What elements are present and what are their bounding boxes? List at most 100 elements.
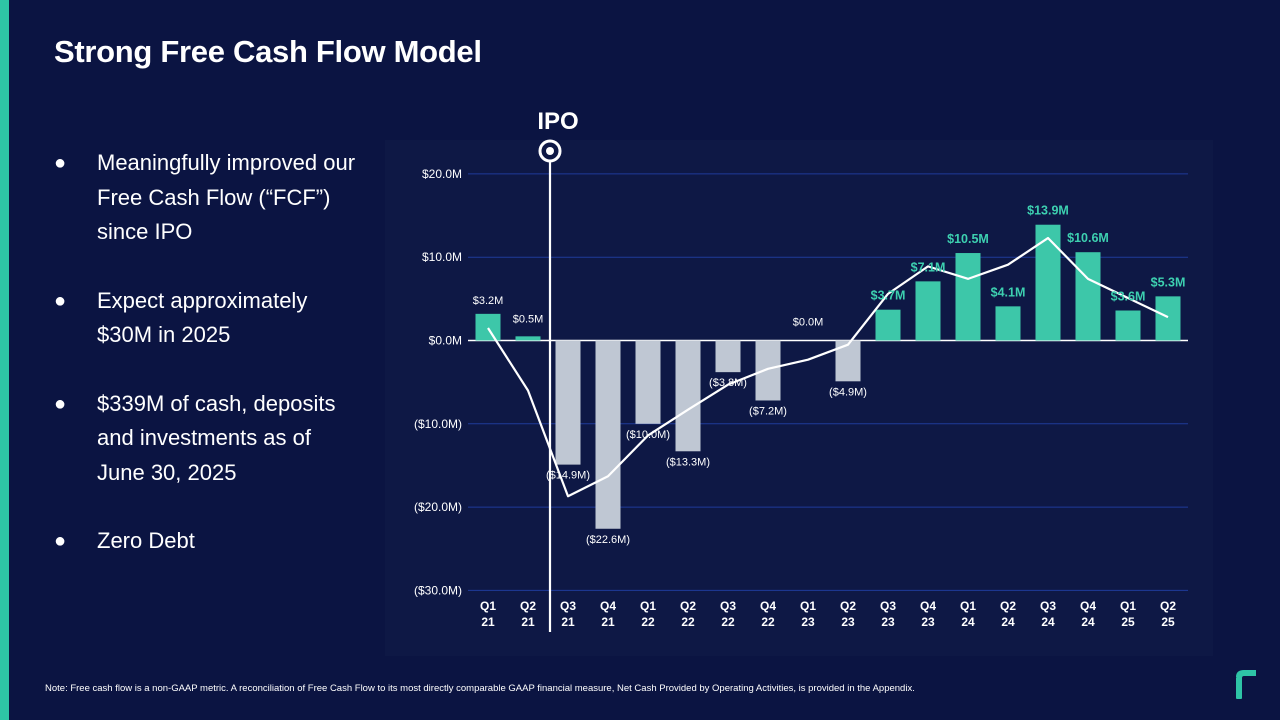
bar bbox=[995, 306, 1021, 341]
data-label: $0.0M bbox=[793, 317, 824, 329]
x-tick-label: 21 bbox=[481, 615, 495, 629]
x-tick-label: 24 bbox=[1081, 615, 1095, 629]
data-label: ($7.2M) bbox=[749, 405, 787, 417]
bullet-dot-icon: ● bbox=[54, 392, 67, 415]
bar bbox=[955, 253, 981, 341]
bullet-item: ● $339M of cash, deposits and investments… bbox=[52, 387, 362, 491]
bullet-item: ● Expect approximately $30M in 2025 bbox=[52, 284, 362, 353]
data-label: $5.3M bbox=[1151, 275, 1186, 289]
data-label: ($3.8M) bbox=[709, 377, 747, 389]
x-tick-label: 24 bbox=[961, 615, 975, 629]
x-tick-label: 22 bbox=[681, 615, 695, 629]
bar bbox=[1115, 310, 1141, 341]
ipo-marker-ring bbox=[538, 139, 562, 163]
x-tick-label: 23 bbox=[801, 615, 815, 629]
slide-title: Strong Free Cash Flow Model bbox=[54, 34, 482, 69]
bullet-dot-icon: ● bbox=[54, 530, 67, 552]
x-tick-label: Q2 bbox=[520, 599, 536, 613]
data-label: $3.6M bbox=[1111, 290, 1146, 304]
x-tick-label: 25 bbox=[1121, 615, 1135, 629]
bar bbox=[755, 340, 781, 401]
x-tick-label: 23 bbox=[881, 615, 895, 629]
x-tick-label: Q4 bbox=[760, 599, 776, 613]
accent-bar bbox=[0, 0, 9, 720]
bullet-text: Meaningfully improved our Free Cash Flow… bbox=[97, 150, 356, 244]
bar bbox=[1075, 252, 1101, 341]
x-tick-label: Q2 bbox=[1000, 599, 1016, 613]
x-tick-label: Q3 bbox=[1040, 599, 1056, 613]
y-tick-label: $10.0M bbox=[422, 250, 462, 264]
data-label: ($22.6M) bbox=[586, 534, 630, 546]
bullet-text: Expect approximately $30M in 2025 bbox=[97, 287, 308, 348]
x-tick-label: Q1 bbox=[1120, 599, 1136, 613]
x-tick-label: Q4 bbox=[1080, 599, 1096, 613]
y-tick-label: $0.0M bbox=[429, 334, 462, 348]
x-tick-label: Q3 bbox=[720, 599, 736, 613]
trend-line bbox=[487, 236, 1169, 498]
x-tick-label: 25 bbox=[1161, 615, 1175, 629]
bar bbox=[635, 340, 661, 424]
data-label: ($10.0M) bbox=[626, 429, 670, 441]
bar bbox=[515, 336, 541, 341]
data-label: $3.7M bbox=[871, 289, 906, 303]
x-tick-label: 24 bbox=[1041, 615, 1055, 629]
x-tick-label: 22 bbox=[641, 615, 655, 629]
x-tick-label: 24 bbox=[1001, 615, 1015, 629]
bullet-item: ● Meaningfully improved our Free Cash Flo… bbox=[52, 146, 362, 250]
x-tick-label: Q1 bbox=[640, 599, 656, 613]
x-tick-label: Q4 bbox=[600, 599, 616, 613]
data-label: $0.5M bbox=[513, 313, 544, 325]
x-tick-label: 23 bbox=[841, 615, 855, 629]
bullet-dot-icon: ● bbox=[54, 152, 67, 174]
x-tick-label: Q4 bbox=[920, 599, 936, 613]
brand-logo-icon bbox=[1236, 670, 1256, 699]
data-label: $3.2M bbox=[473, 295, 504, 307]
x-tick-label: 23 bbox=[921, 615, 935, 629]
y-tick-label: $20.0M bbox=[422, 167, 462, 181]
bullet-text: Zero Debt bbox=[97, 528, 195, 553]
y-tick-label: ($30.0M) bbox=[414, 583, 462, 597]
data-label: ($4.9M) bbox=[829, 386, 867, 398]
y-tick-label: ($10.0M) bbox=[414, 417, 462, 431]
bullet-text: $339M of cash, deposits and investments … bbox=[97, 390, 336, 485]
bar bbox=[675, 340, 701, 452]
x-tick-label: Q1 bbox=[960, 599, 976, 613]
data-label: $4.1M bbox=[991, 285, 1026, 299]
x-tick-label: Q2 bbox=[1160, 599, 1176, 613]
x-tick-label: 22 bbox=[721, 615, 735, 629]
bar bbox=[1035, 224, 1061, 341]
bar bbox=[915, 281, 941, 341]
x-tick-label: Q2 bbox=[840, 599, 856, 613]
bullet-dot-icon: ● bbox=[54, 289, 67, 312]
bullet-list: ● Meaningfully improved our Free Cash Flo… bbox=[52, 146, 362, 593]
data-label: $7.1M bbox=[911, 260, 946, 274]
bar bbox=[1155, 296, 1181, 341]
x-tick-label: 21 bbox=[521, 615, 535, 629]
x-tick-label: 21 bbox=[561, 615, 575, 629]
x-tick-label: Q1 bbox=[480, 599, 496, 613]
x-tick-label: Q2 bbox=[680, 599, 696, 613]
bar bbox=[475, 313, 501, 341]
bar bbox=[875, 309, 901, 341]
x-tick-label: Q3 bbox=[560, 599, 576, 613]
ipo-marker-dot bbox=[546, 147, 554, 155]
bar bbox=[555, 340, 581, 465]
data-label: $13.9M bbox=[1027, 204, 1069, 218]
x-tick-label: Q3 bbox=[880, 599, 896, 613]
bar bbox=[715, 340, 741, 373]
bullet-item: ● Zero Debt bbox=[52, 524, 362, 559]
bar bbox=[835, 340, 861, 382]
data-label: $10.5M bbox=[947, 232, 989, 246]
chart-panel bbox=[385, 140, 1213, 656]
x-tick-label: 22 bbox=[761, 615, 775, 629]
x-tick-label: 21 bbox=[601, 615, 615, 629]
data-label: ($13.3M) bbox=[666, 456, 710, 468]
y-tick-label: ($20.0M) bbox=[414, 500, 462, 514]
data-label: ($14.9M) bbox=[546, 470, 590, 482]
data-label: $10.6M bbox=[1067, 231, 1109, 245]
bar bbox=[595, 340, 621, 529]
x-tick-label: Q1 bbox=[800, 599, 816, 613]
ipo-label: IPO bbox=[537, 108, 578, 135]
footnote: Note: Free cash flow is a non-GAAP metri… bbox=[45, 683, 915, 694]
